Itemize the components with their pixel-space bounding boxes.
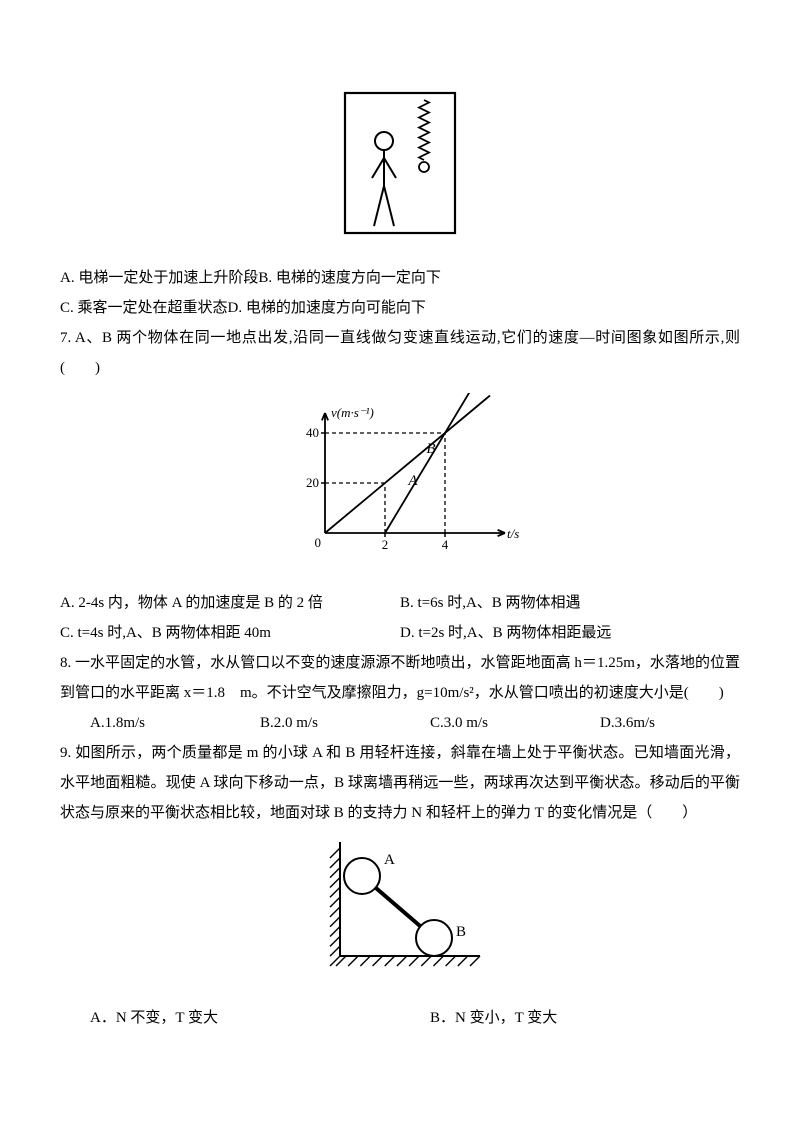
svg-text:2: 2 xyxy=(382,537,389,552)
q9-figure: AB xyxy=(60,838,740,989)
q7-opt-d: D. t=2s 时,A、B 两物体相距最远 xyxy=(400,618,700,648)
q7-chart: t/sv(m·s⁻¹)0242040AB xyxy=(60,393,740,574)
svg-text:B: B xyxy=(456,924,466,940)
q7-stem: 7. A、B 两个物体在同一地点出发,沿同一直线做匀变速直线运动,它们的速度—时… xyxy=(60,323,740,383)
q8-opt-c: C.3.0 m/s xyxy=(400,708,570,738)
q8-stem: 8. 一水平固定的水管，水从管口以不变的速度源源不断地喷出，水管距地面高 h＝1… xyxy=(60,648,740,708)
q7-opt-c: C. t=4s 时,A、B 两物体相距 40m xyxy=(60,618,400,648)
q6-opt-b: B. 电梯的速度方向一定向下 xyxy=(258,263,441,293)
q7-options-row2: C. t=4s 时,A、B 两物体相距 40m D. t=2s 时,A、B 两物… xyxy=(60,618,740,648)
svg-text:40: 40 xyxy=(306,425,319,440)
svg-text:20: 20 xyxy=(306,475,319,490)
q6-options-row1: A. 电梯一定处于加速上升阶段 B. 电梯的速度方向一定向下 xyxy=(60,263,740,293)
q6-figure xyxy=(60,90,740,249)
q9-stem: 9. 如图所示，两个质量都是 m 的小球 A 和 B 用轻杆连接，斜靠在墙上处于… xyxy=(60,738,740,828)
q7-opt-a: A. 2-4s 内，物体 A 的加速度是 B 的 2 倍 xyxy=(60,588,400,618)
svg-text:B: B xyxy=(426,441,435,457)
svg-text:A: A xyxy=(384,852,395,868)
q6-opt-a: A. 电梯一定处于加速上升阶段 xyxy=(60,263,258,293)
q8-opt-d: D.3.6m/s xyxy=(570,708,740,738)
q6-opt-c: C. 乘客一定处在超重状态 xyxy=(60,293,228,323)
q9-opt-a: A．N 不变，T 变大 xyxy=(60,1003,400,1033)
svg-text:v(m·s⁻¹): v(m·s⁻¹) xyxy=(331,405,374,420)
q7-options-row1: A. 2-4s 内，物体 A 的加速度是 B 的 2 倍 B. t=6s 时,A… xyxy=(60,588,740,618)
q7-opt-b: B. t=6s 时,A、B 两物体相遇 xyxy=(400,588,700,618)
q9-opt-b: B．N 变小，T 变大 xyxy=(400,1003,700,1033)
q6-opt-d: D. 电梯的加速度方向可能向下 xyxy=(228,293,426,323)
svg-text:0: 0 xyxy=(315,535,322,550)
q8-options: A.1.8m/s B.2.0 m/s C.3.0 m/s D.3.6m/s xyxy=(60,708,740,738)
q9-options-row1: A．N 不变，T 变大 B．N 变小，T 变大 xyxy=(60,1003,740,1033)
q8-opt-b: B.2.0 m/s xyxy=(230,708,400,738)
svg-text:t/s: t/s xyxy=(507,526,519,541)
svg-text:4: 4 xyxy=(442,537,449,552)
q6-options-row2: C. 乘客一定处在超重状态 D. 电梯的加速度方向可能向下 xyxy=(60,293,740,323)
q8-opt-a: A.1.8m/s xyxy=(60,708,230,738)
